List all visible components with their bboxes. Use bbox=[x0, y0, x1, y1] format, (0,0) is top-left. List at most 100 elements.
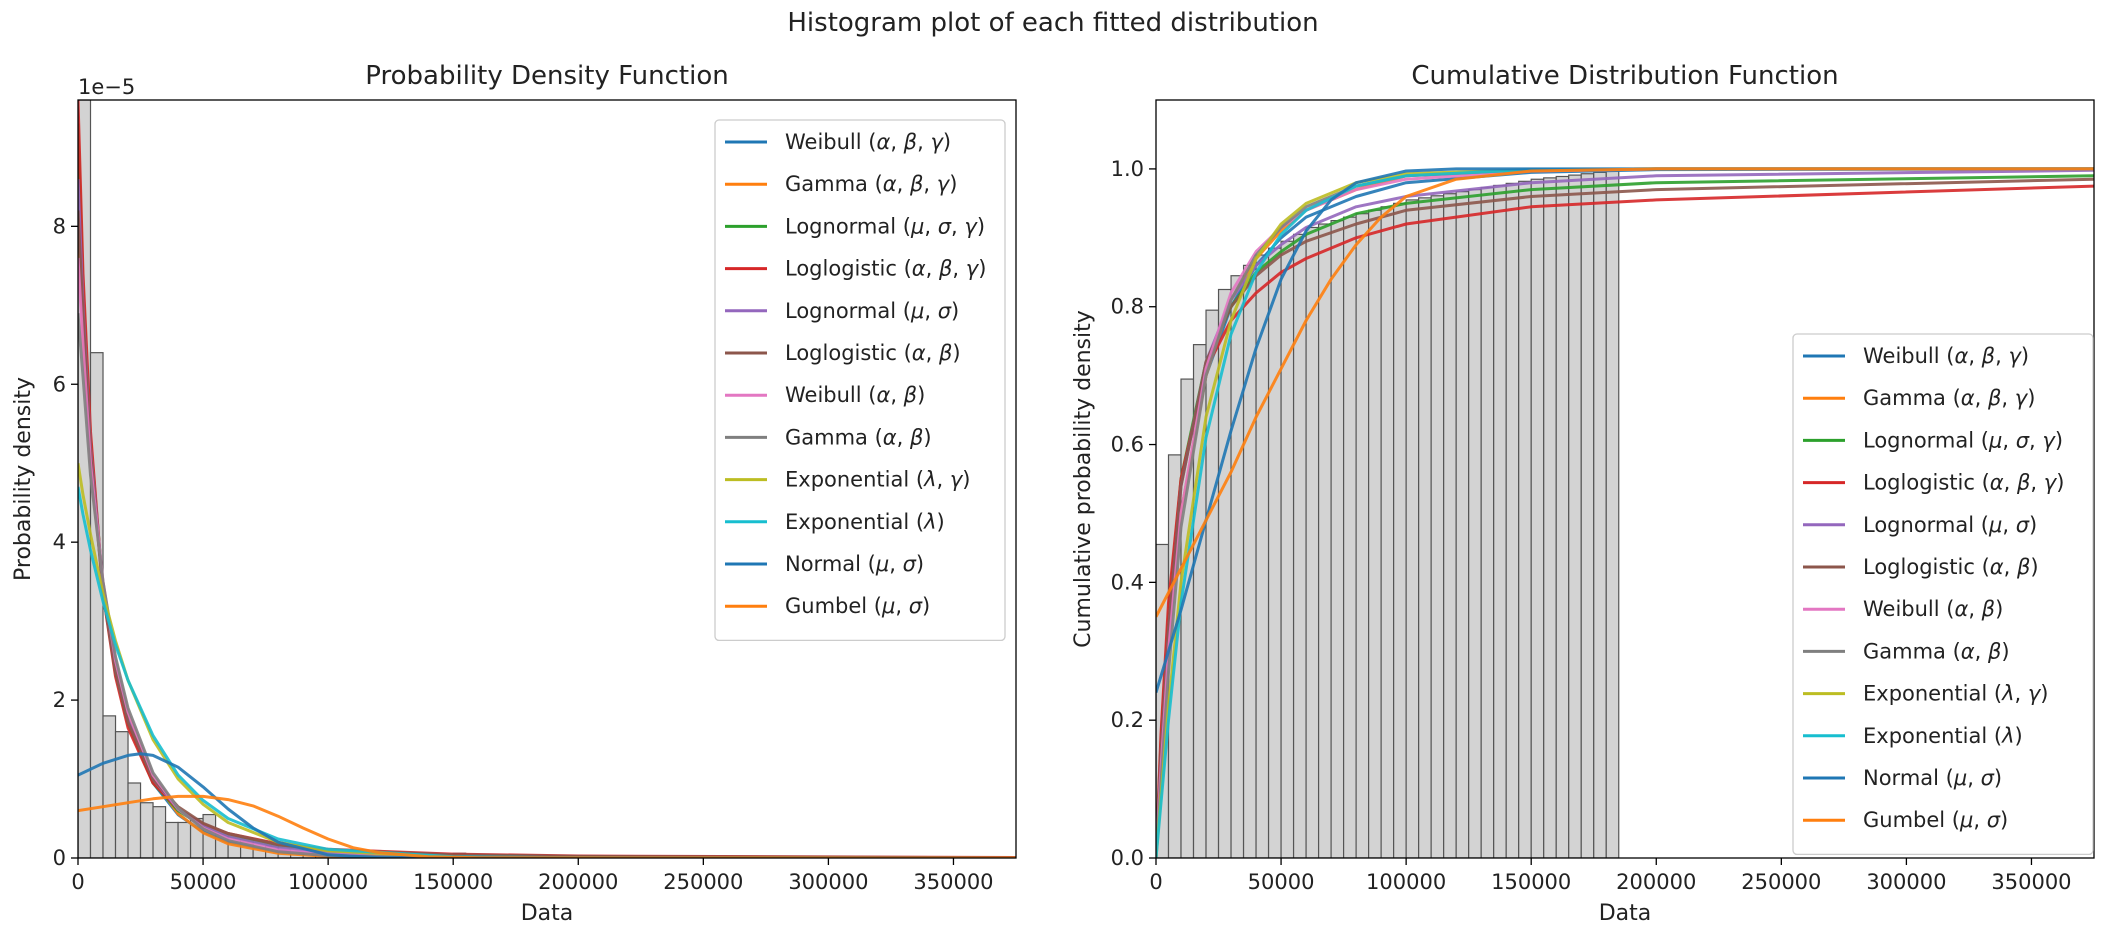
pdf-title: Probability Density Function bbox=[365, 61, 728, 91]
pdf-legend-label: Gamma (α, β) bbox=[785, 425, 932, 449]
cdf-histogram-bar bbox=[1292, 233, 1307, 858]
cdf-histogram-bar bbox=[1418, 197, 1432, 858]
cdf-histogram-bar bbox=[1530, 178, 1545, 858]
cdf-histogram-bar bbox=[1518, 180, 1532, 858]
cdf-legend-label: Gumbel (μ, σ) bbox=[1863, 808, 2008, 832]
cdf-histogram-bar bbox=[1468, 188, 1482, 858]
pdf-legend-label: Loglogistic (α, β, γ) bbox=[785, 257, 986, 281]
cdf-plot-area bbox=[1156, 167, 2094, 858]
cdf-x-axis-label: Data bbox=[1599, 901, 1652, 926]
cdf-legend-label: Loglogistic (α, β, γ) bbox=[1863, 471, 2064, 495]
pdf-x-tick-label: 350000 bbox=[913, 870, 993, 894]
cdf-x-tick-label: 250000 bbox=[1741, 870, 1821, 894]
cdf-x-tick-label: 100000 bbox=[1366, 870, 1446, 894]
pdf-legend-label: Lognormal (μ, σ, γ) bbox=[785, 214, 985, 238]
pdf-plot-area bbox=[78, 100, 1016, 858]
cdf-legend-label: Gamma (α, β, γ) bbox=[1863, 386, 2035, 410]
pdf-y-tick-label: 2 bbox=[53, 688, 66, 712]
cdf-series-line bbox=[1156, 167, 2094, 858]
cdf-histogram-bar bbox=[1317, 223, 1332, 858]
cdf-histogram-bar bbox=[1443, 193, 1457, 858]
pdf-y-tick-label: 0 bbox=[53, 846, 66, 870]
pdf-legend-label: Lognormal (μ, σ) bbox=[785, 299, 959, 323]
pdf-histogram-bar bbox=[114, 731, 129, 858]
cdf-histogram-bar bbox=[1330, 219, 1345, 858]
cdf-y-tick-label: 0.4 bbox=[1111, 570, 1144, 594]
cdf-histogram-bar bbox=[1568, 174, 1582, 858]
cdf-legend-label: Lognormal (μ, σ, γ) bbox=[1863, 428, 2063, 452]
cdf-histogram-bar bbox=[1267, 247, 1282, 858]
pdf-y-tick-label: 4 bbox=[53, 530, 66, 554]
cdf-histogram-bar bbox=[1555, 175, 1570, 858]
pdf-legend-label: Exponential (λ) bbox=[785, 510, 945, 534]
cdf-legend-label: Lognormal (μ, σ) bbox=[1863, 513, 2037, 537]
cdf-histogram-bar bbox=[1368, 209, 1382, 858]
pdf-x-tick-label: 100000 bbox=[288, 870, 368, 894]
cdf-legend-label: Loglogistic (α, β) bbox=[1863, 555, 2039, 579]
pdf-scale-note: 1e−5 bbox=[78, 75, 135, 99]
cdf-histogram-bar bbox=[1380, 206, 1395, 858]
pdf-x-tick-label: 50000 bbox=[170, 870, 237, 894]
cdf-histogram-bar bbox=[1280, 240, 1295, 858]
pdf-legend-label: Exponential (λ, γ) bbox=[785, 468, 971, 492]
cdf-histogram-bar bbox=[1430, 195, 1445, 858]
cdf-legend-label: Exponential (λ) bbox=[1863, 724, 2023, 748]
cdf-histogram-bar bbox=[1455, 191, 1470, 858]
cdf-series-line bbox=[1156, 177, 2094, 858]
pdf-legend-label: Normal (μ, σ) bbox=[785, 552, 924, 576]
cdf-histogram-bar bbox=[1355, 213, 1370, 858]
cdf-panel: 0 50000 100000 150000 200000 250000 300000 3500… bbox=[1071, 61, 2095, 926]
pdf-series-line bbox=[78, 794, 1016, 858]
cdf-histogram-bar bbox=[1393, 202, 1407, 858]
pdf-legend-label: Gumbel (μ, σ) bbox=[785, 594, 930, 618]
cdf-legend-label: Normal (μ, σ) bbox=[1863, 766, 2002, 790]
cdf-x-tick-label: 50000 bbox=[1248, 870, 1315, 894]
pdf-y-axis-label: Probability density bbox=[11, 377, 36, 581]
pdf-x-axis-label: Data bbox=[521, 901, 574, 926]
pdf-x-tick-label: 0 bbox=[71, 870, 84, 894]
cdf-legend-label: Weibull (α, β, γ) bbox=[1863, 344, 2029, 368]
pdf-legend-label: Weibull (α, β, γ) bbox=[785, 130, 951, 154]
pdf-histogram-bar bbox=[139, 802, 154, 858]
cdf-x-tick-label: 200000 bbox=[1616, 870, 1696, 894]
pdf-histogram-bar bbox=[127, 782, 142, 858]
cdf-histogram-bar bbox=[1230, 275, 1245, 858]
cdf-legend bbox=[1792, 333, 2094, 856]
cdf-x-tick-label: 150000 bbox=[1491, 870, 1571, 894]
pdf-histogram-bar bbox=[152, 806, 167, 858]
cdf-y-axis-label: Cumulative probability density bbox=[1071, 310, 1096, 648]
pdf-y-tick-label: 8 bbox=[53, 214, 66, 238]
pdf-panel: 0 50000 100000 150000 200000 250000 300000 3500… bbox=[11, 61, 1017, 926]
pdf-x-tick-label: 150000 bbox=[413, 870, 493, 894]
cdf-histogram-bar bbox=[1493, 184, 1507, 858]
cdf-histogram-bar bbox=[1580, 173, 1595, 858]
cdf-histogram-bar bbox=[1593, 171, 1607, 858]
pdf-x-tick-label: 250000 bbox=[663, 870, 743, 894]
pdf-x-tick-label: 200000 bbox=[538, 870, 618, 894]
cdf-histogram-bar bbox=[1480, 186, 1495, 858]
pdf-legend bbox=[714, 119, 1006, 642]
pdf-histogram-bar bbox=[102, 715, 117, 858]
cdf-legend-label: Weibull (α, β) bbox=[1863, 597, 2003, 621]
cdf-x-tick-label: 0 bbox=[1149, 870, 1162, 894]
cdf-series-line bbox=[1156, 184, 2094, 858]
pdf-histogram-bar bbox=[164, 821, 179, 858]
cdf-y-tick-label: 0.8 bbox=[1111, 295, 1144, 319]
cdf-title: Cumulative Distribution Function bbox=[1411, 61, 1838, 91]
pdf-histogram-bar bbox=[89, 352, 104, 858]
cdf-histogram-bar bbox=[1543, 177, 1557, 858]
cdf-histogram-bar bbox=[1605, 170, 1620, 858]
figure-title: Histogram plot of each fitted distributi… bbox=[787, 8, 1319, 38]
pdf-legend-label: Weibull (α, β) bbox=[785, 383, 925, 407]
pdf-legend-label: Gamma (α, β, γ) bbox=[785, 172, 957, 196]
cdf-legend-label: Exponential (λ, γ) bbox=[1863, 682, 2049, 706]
cdf-x-tick-label: 350000 bbox=[1991, 870, 2071, 894]
pdf-series-line bbox=[78, 752, 1016, 858]
cdf-histogram-bar bbox=[1342, 216, 1357, 858]
cdf-y-tick-label: 1.0 bbox=[1111, 157, 1144, 181]
cdf-series-line bbox=[1156, 167, 2094, 694]
cdf-x-tick-label: 300000 bbox=[1866, 870, 1946, 894]
cdf-series-line bbox=[1156, 167, 2094, 618]
cdf-histogram-bar bbox=[1405, 199, 1420, 858]
